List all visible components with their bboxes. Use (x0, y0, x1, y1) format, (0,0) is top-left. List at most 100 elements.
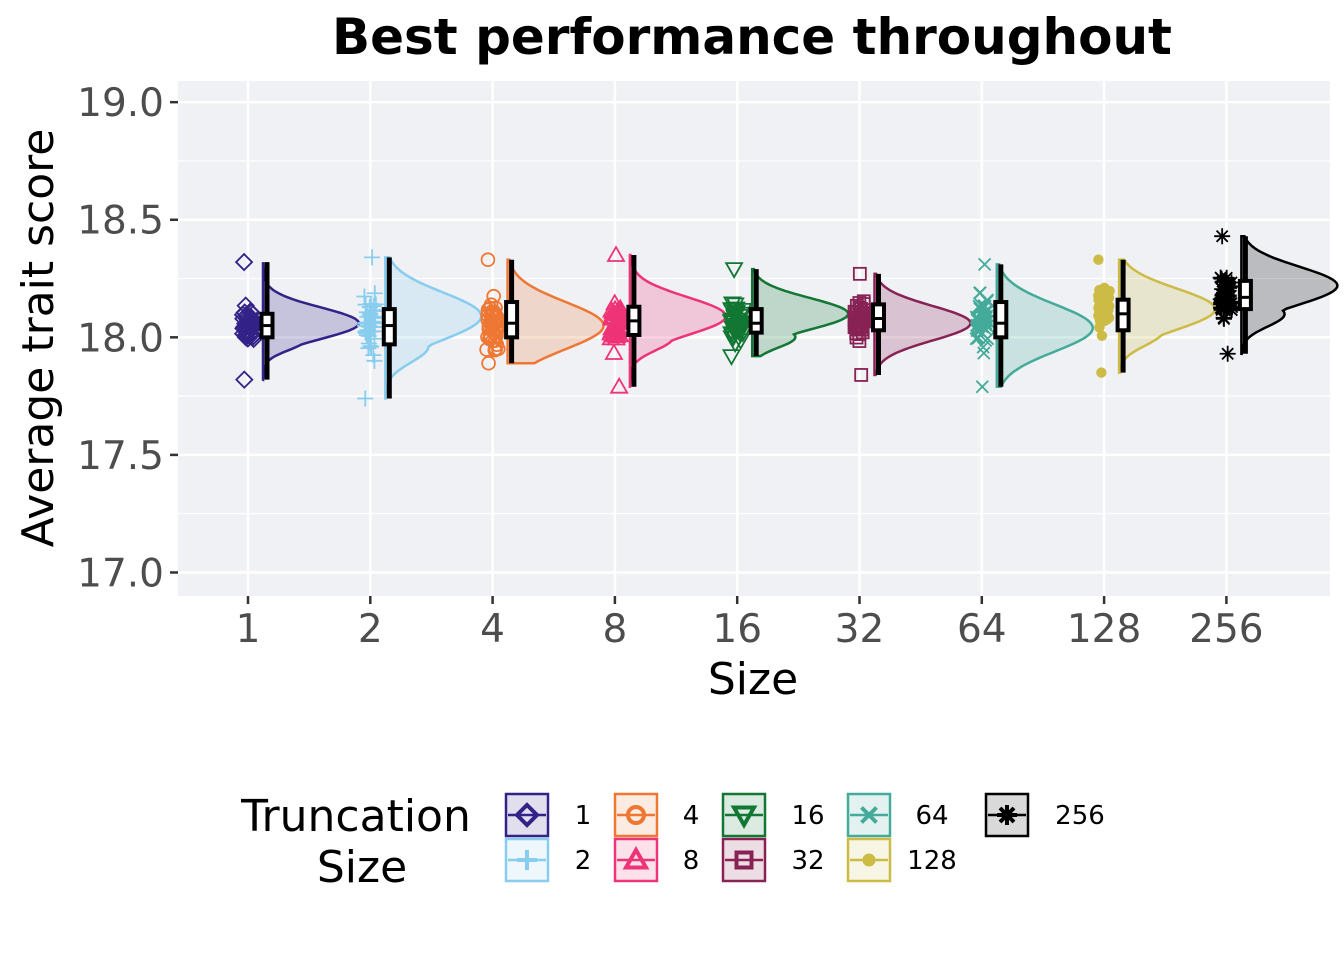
x-tick-label: 256 (1189, 607, 1263, 652)
box-iqr (1237, 278, 1253, 312)
data-point (976, 340, 990, 354)
legend: Truncation Size 1 2 4 8 16 32 64 128 256 (240, 791, 1105, 893)
points-1 (233, 252, 263, 389)
data-point (242, 310, 261, 329)
data-point (978, 314, 993, 328)
box-plot-32 (871, 273, 886, 375)
legend-label-1: 1 (575, 801, 592, 831)
legend-label-16: 16 (791, 801, 824, 831)
data-point (356, 315, 373, 332)
legend-key-4 (613, 792, 659, 838)
data-point (606, 323, 626, 341)
data-point (1220, 279, 1237, 296)
data-point (1215, 310, 1232, 327)
data-point (975, 380, 989, 394)
box-iqr (504, 300, 520, 340)
data-point (849, 298, 864, 313)
data-point (1214, 228, 1231, 245)
data-point (480, 302, 496, 318)
y-axis-title: Average trait score (13, 129, 64, 548)
density-clouds (261, 234, 1339, 400)
density-cloud-32 (873, 272, 972, 377)
x-tick-label: 2 (358, 607, 383, 652)
data-point (722, 296, 742, 314)
data-point (356, 288, 373, 305)
y-axis: 17.0 17.5 18.0 18.5 19.0 (77, 81, 178, 596)
points-64 (969, 257, 995, 394)
box-plot-8 (626, 255, 642, 387)
chart-title: Best performance throughout (332, 8, 1172, 66)
legend-key-256 (984, 792, 1030, 838)
legend-key-16 (721, 792, 767, 838)
data-point (724, 262, 744, 279)
box-iqr (993, 300, 1009, 340)
data-point (235, 303, 254, 322)
data-point (366, 285, 383, 302)
data-point (1214, 281, 1231, 298)
data-point (605, 304, 625, 321)
data-point (972, 286, 987, 300)
legend-title-line-1: Truncation (240, 791, 471, 842)
points-16 (721, 262, 753, 366)
box-plot-64 (993, 264, 1009, 387)
x-tick-label: 32 (835, 607, 885, 652)
density-cloud-256 (1240, 234, 1339, 356)
legend-title-line-2: Size (317, 842, 407, 893)
box-plot-128 (1115, 259, 1131, 373)
data-point (361, 299, 378, 316)
data-point (848, 317, 863, 332)
points-2 (356, 249, 384, 407)
data-point (484, 306, 499, 322)
points-128 (1093, 254, 1115, 378)
data-point (360, 340, 377, 357)
x-axis-title: Size (708, 654, 798, 705)
points-8 (601, 245, 631, 394)
data-point (482, 331, 497, 347)
box-iqr (748, 307, 764, 335)
legend-label-256: 256 (1055, 801, 1105, 831)
data-point (234, 252, 254, 272)
legend-key-128 (846, 837, 892, 883)
points-32 (847, 266, 873, 382)
legend-key-32 (721, 837, 767, 883)
data-point (1218, 274, 1235, 291)
data-point (851, 315, 866, 330)
data-point (363, 338, 380, 355)
data-point (1213, 301, 1230, 318)
data-point (603, 325, 623, 342)
data-point (608, 300, 628, 318)
points-4 (479, 252, 506, 371)
data-point (607, 312, 627, 329)
data-point (971, 331, 986, 345)
legend-label-128: 128 (907, 846, 957, 876)
data-point (489, 328, 504, 344)
data-point (481, 355, 496, 371)
data-point (721, 349, 742, 366)
data-point (1093, 294, 1104, 305)
data-point (606, 245, 626, 262)
y-tick-label: 18.0 (77, 316, 164, 361)
data-point (235, 370, 254, 389)
x-tick-label: 8 (602, 607, 627, 652)
data-point (977, 346, 991, 360)
data-point (364, 249, 381, 266)
data-point (367, 308, 384, 325)
legend-keys: 1 2 4 8 16 32 64 128 256 (504, 792, 1105, 883)
density-cloud-64 (995, 263, 1095, 388)
legend-key-64 (846, 792, 892, 838)
data-point (970, 318, 984, 332)
x-tick-label: 64 (957, 607, 1007, 652)
data-point (721, 302, 742, 319)
legend-key-2 (504, 837, 550, 883)
y-tick-label: 17.5 (77, 434, 164, 479)
density-cloud-4 (506, 258, 605, 365)
box-plot-16 (748, 269, 764, 357)
box-plots (259, 236, 1253, 399)
x-tick-label: 1 (236, 607, 261, 652)
data-point (1223, 295, 1240, 312)
x-tick-label: 4 (480, 607, 505, 652)
data-point (480, 252, 496, 268)
legend-key-1 (504, 792, 550, 838)
data-point (604, 343, 624, 360)
